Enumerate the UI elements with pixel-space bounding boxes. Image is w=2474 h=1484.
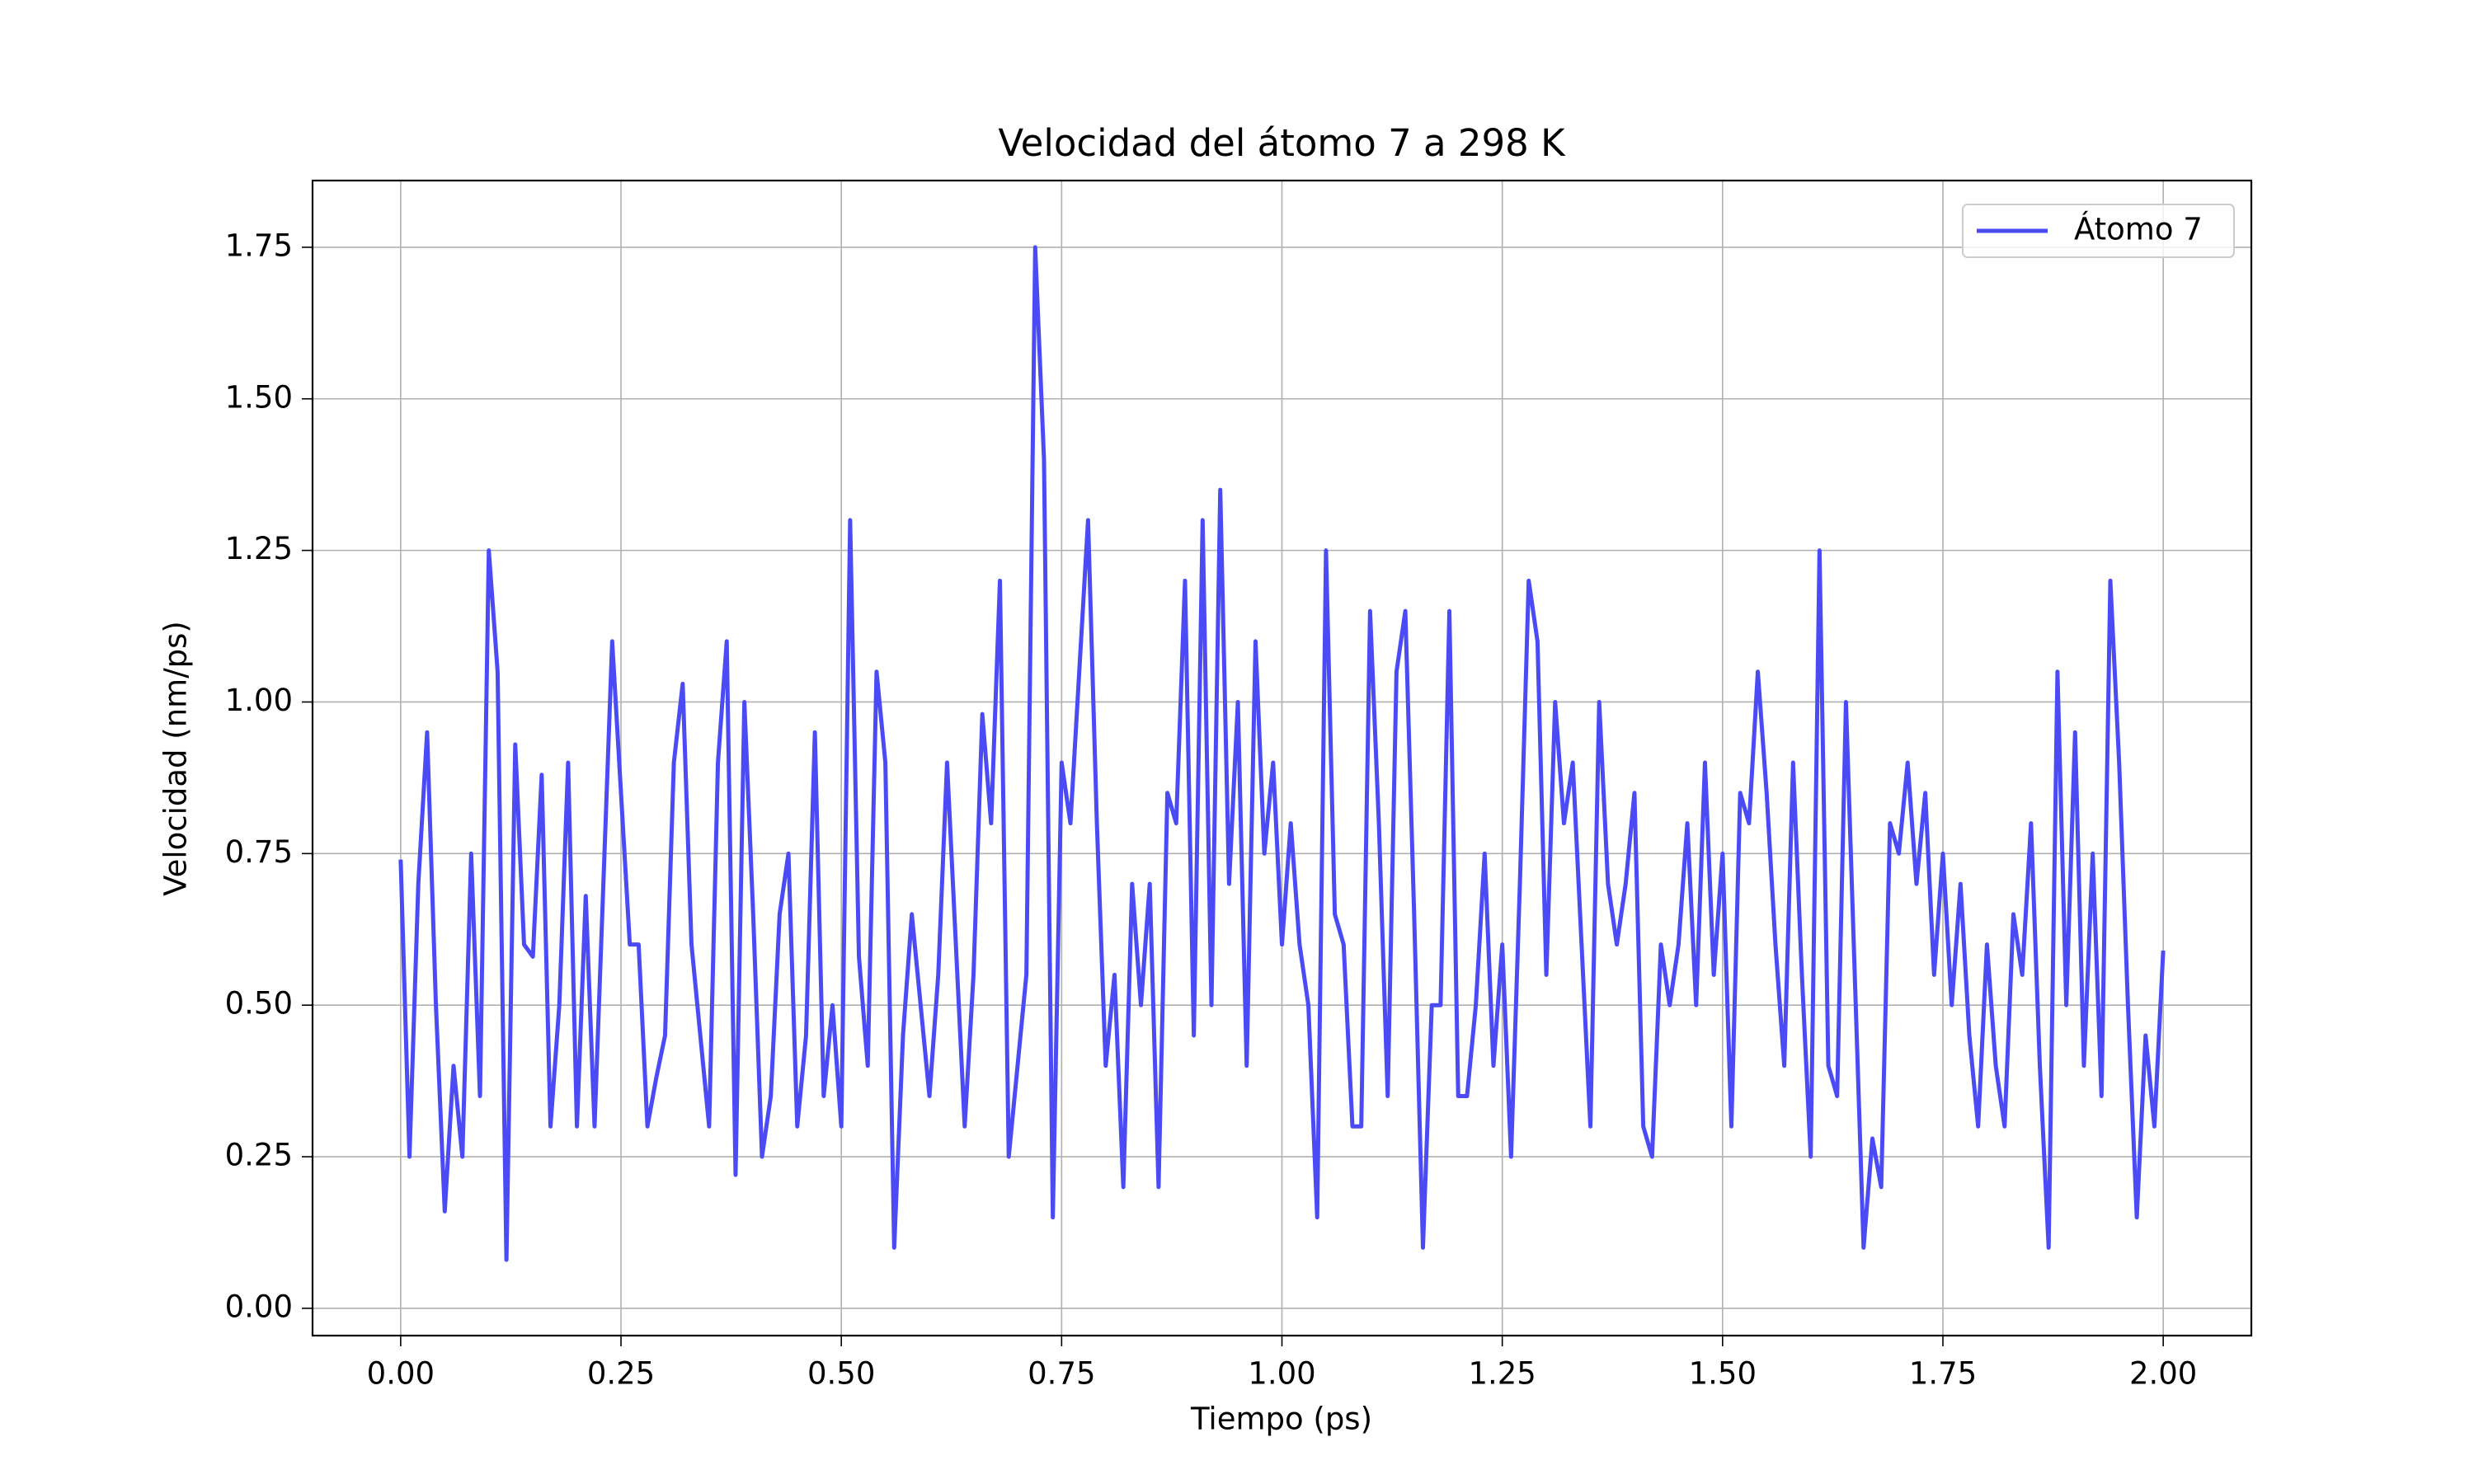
x-tick-label: 0.00 (367, 1356, 435, 1392)
x-tick-label: 2.00 (2129, 1356, 2197, 1392)
y-tick-label: 0.00 (225, 1289, 293, 1324)
y-tick-label: 1.00 (225, 683, 293, 718)
y-tick-label: 1.25 (225, 531, 293, 566)
chart-title: Velocidad del átomo 7 a 298 K (998, 121, 1566, 165)
y-tick-label: 0.50 (225, 986, 293, 1021)
legend-box (1962, 204, 2235, 258)
x-axis-label: Tiempo (ps) (1190, 1402, 1372, 1437)
y-tick-label: 1.50 (225, 379, 293, 415)
x-tick-label: 0.75 (1028, 1356, 1095, 1392)
data-line (398, 245, 2166, 1262)
y-tick-label: 0.75 (225, 834, 293, 870)
y-axis-label: Velocidad (nm/ps) (158, 621, 194, 896)
x-tick-label: 1.00 (1248, 1356, 1315, 1392)
x-tick-label: 0.25 (587, 1356, 655, 1392)
x-tick-label: 1.75 (1909, 1356, 1977, 1392)
x-tick-label: 0.50 (807, 1356, 875, 1392)
legend-label: Átomo 7 (2074, 211, 2203, 247)
y-tick-label: 1.75 (225, 228, 293, 263)
x-tick-label: 1.25 (1468, 1356, 1536, 1392)
y-tick-label: 0.25 (225, 1138, 293, 1173)
plot-frame (311, 179, 2253, 1337)
x-tick-label: 1.50 (1689, 1356, 1757, 1392)
